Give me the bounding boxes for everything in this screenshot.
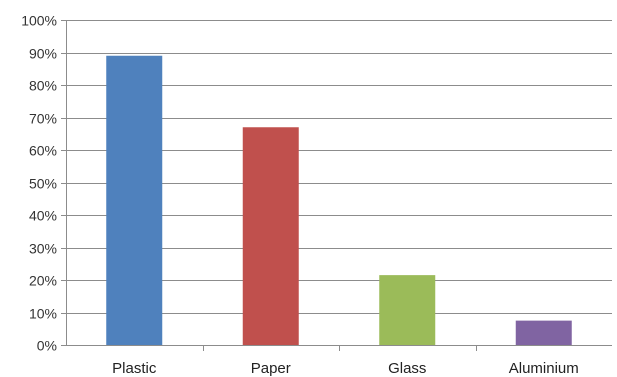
bar-glass [379,275,436,345]
bar-aluminium [515,320,572,345]
y-tick-label: 100% [21,13,57,29]
labels: 0% 10% 20% 30% 40% 50% 60% 70% 80% 90% 100% Plastic… [21,13,579,377]
bars [106,55,572,345]
y-tick-label: 70% [29,111,57,127]
y-tick-label: 40% [29,208,57,224]
y-tick-label: 60% [29,143,57,159]
bar-plastic [106,55,163,345]
x-category-label: Aluminium [509,360,579,377]
y-tick-label: 50% [29,176,57,192]
y-tick-label: 10% [29,306,57,322]
bar-paper [242,127,299,345]
y-tick-label: 80% [29,78,57,94]
x-category-label: Plastic [112,360,157,377]
x-category-label: Glass [388,360,426,377]
y-tick-label: 20% [29,273,57,289]
x-category-label: Paper [251,360,291,377]
y-tick-label: 0% [37,338,57,354]
y-tick-label: 30% [29,241,57,257]
y-tick-label: 90% [29,46,57,62]
axes [61,20,612,351]
